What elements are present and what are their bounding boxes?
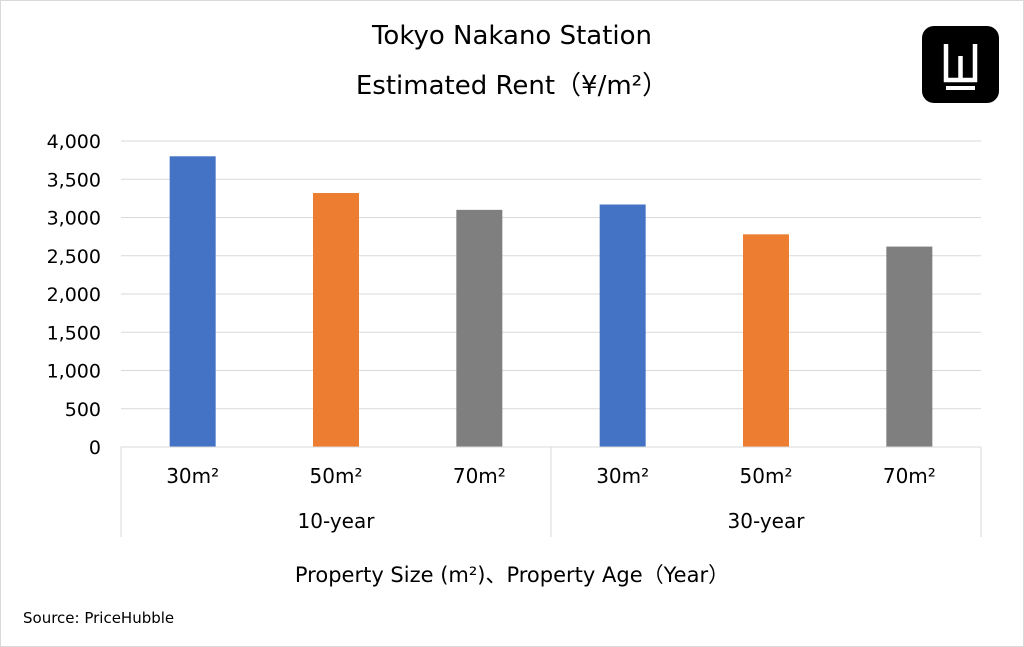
x-category-label: 50m² [310, 464, 363, 488]
bar [456, 209, 503, 447]
bar [313, 193, 359, 447]
x-group-label: 10-year [298, 509, 376, 533]
bar [743, 234, 789, 447]
brand-logo-icon [922, 26, 999, 103]
y-tick-label: 500 [65, 399, 101, 421]
logo-underline [946, 86, 975, 90]
bar [169, 156, 216, 448]
y-tick-label: 4,000 [47, 131, 101, 153]
source-note: Source: PriceHubble [23, 609, 175, 627]
x-category-label: 70m² [453, 464, 506, 488]
x-axis-label: Property Size (m²)、Property Age（Year） [294, 563, 730, 587]
y-tick-label: 3,500 [47, 169, 101, 191]
y-tick-label: 2,000 [47, 284, 101, 306]
logo-glyph [943, 44, 978, 83]
x-category-label: 50m² [740, 464, 793, 488]
y-tick-label: 1,500 [47, 322, 101, 344]
x-category-label: 70m² [883, 464, 936, 488]
y-tick-label: 2,500 [47, 246, 101, 268]
x-category-label: 30m² [596, 464, 649, 488]
y-tick-label: 0 [89, 437, 101, 459]
chart-title: Tokyo Nakano Station [371, 21, 653, 51]
bar [886, 246, 933, 447]
y-tick-label: 3,000 [47, 208, 101, 230]
bar [599, 204, 646, 447]
x-group-label: 30-year [728, 509, 806, 533]
chart-subtitle: Estimated Rent（¥/m²） [355, 71, 669, 101]
x-category-label: 30m² [166, 464, 219, 488]
y-tick-label: 1,000 [47, 361, 101, 383]
